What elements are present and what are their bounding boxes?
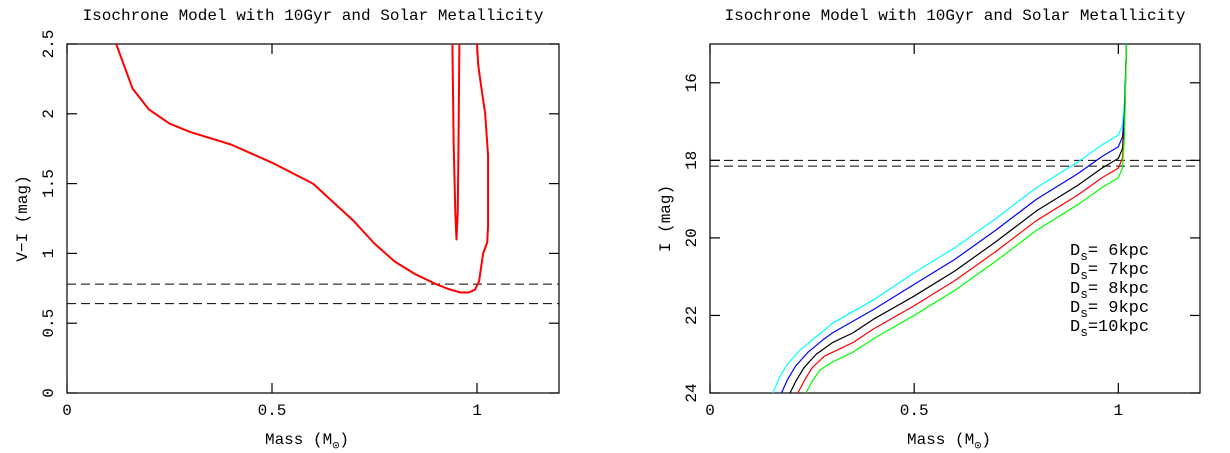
x-tick-label: 1 — [1114, 402, 1124, 420]
y-tick-label: 2 — [40, 109, 58, 119]
x-tick-label: 0 — [705, 402, 715, 420]
y-axis-label: V−I (mag) — [14, 175, 32, 261]
series-line — [805, 44, 1128, 393]
x-axis-label: Mass (M⊙) — [265, 431, 349, 453]
y-tick-label: 16 — [683, 73, 701, 92]
y-tick-label: 1.5 — [40, 169, 58, 198]
y-axis-label: I (mag) — [657, 185, 675, 252]
y-tick-label: 0 — [40, 388, 58, 398]
chart-title: Isochrone Model with 10Gyr and Solar Met… — [83, 7, 544, 25]
series-line — [115, 44, 490, 294]
legend-entry: Ds=10kpc — [1070, 318, 1149, 340]
y-tick-label: 0.5 — [40, 309, 58, 338]
series-line — [772, 44, 1128, 393]
plot-area — [772, 44, 1128, 393]
legend-entry: Ds= 6kpc — [1070, 242, 1149, 264]
legend-entry: Ds= 7kpc — [1070, 261, 1149, 283]
series-line — [797, 44, 1128, 393]
chart-title: Isochrone Model with 10Gyr and Solar Met… — [725, 7, 1186, 25]
plot-frame — [709, 43, 1201, 394]
series-line — [789, 44, 1128, 393]
y-tick-label: 1 — [40, 249, 58, 259]
legend-entry: Ds= 9kpc — [1070, 299, 1149, 321]
plot-area — [115, 44, 490, 294]
series-line — [780, 44, 1128, 393]
y-tick-label: 18 — [683, 151, 701, 170]
y-tick-label: 24 — [683, 383, 701, 402]
x-tick-label: 0.5 — [900, 402, 929, 420]
legend-entry: Ds= 8kpc — [1070, 280, 1149, 302]
plot-frame — [66, 43, 560, 394]
x-tick-label: 0.5 — [258, 402, 287, 420]
y-tick-label: 2.5 — [40, 30, 58, 59]
x-tick-label: 1 — [472, 402, 482, 420]
x-axis-label: Mass (M⊙) — [907, 431, 991, 453]
y-tick-label: 20 — [683, 228, 701, 247]
y-tick-label: 22 — [683, 306, 701, 325]
x-tick-label: 0 — [62, 402, 72, 420]
